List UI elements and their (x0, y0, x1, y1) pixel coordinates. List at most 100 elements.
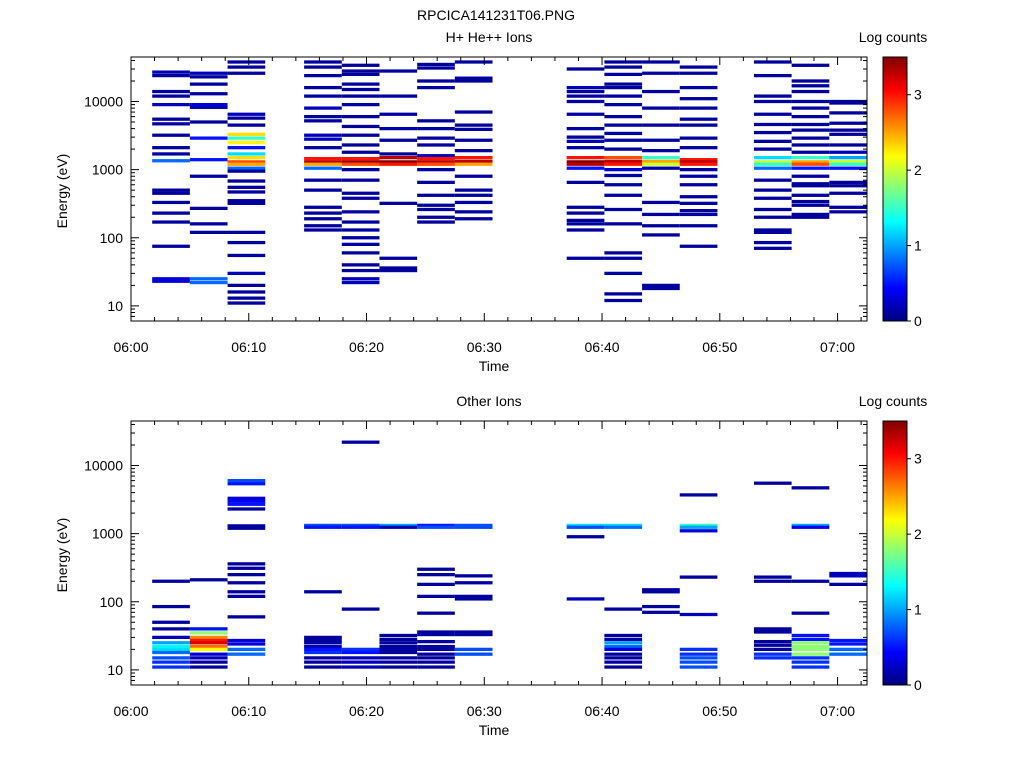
heatmap-cell (753, 246, 792, 250)
heatmap-cell (829, 128, 867, 132)
heatmap-cell (341, 665, 380, 669)
heatmap-cell (152, 220, 190, 224)
heatmap-cell (829, 121, 867, 125)
heatmap-cell (566, 228, 605, 232)
heatmap-cell (341, 143, 380, 147)
heatmap-cell (341, 94, 380, 98)
heatmap-cell (604, 656, 643, 660)
heatmap-cell (417, 656, 455, 660)
heatmap-cell (604, 155, 643, 160)
heatmap-cell (379, 644, 418, 649)
heatmap-cell (791, 647, 830, 652)
heatmap-cell (341, 277, 380, 281)
heatmap-cell (189, 635, 228, 640)
heatmap-cell (304, 178, 342, 182)
heatmap-cell (566, 155, 605, 160)
heatmap-cell (829, 191, 867, 195)
heatmap-cell (791, 106, 830, 110)
heatmap-cell (417, 594, 455, 598)
heatmap-cell (304, 188, 342, 192)
heatmap-cell (753, 188, 792, 192)
heatmap-cell (753, 630, 792, 634)
heatmap-cell (604, 183, 643, 187)
heatmap-cell (566, 222, 605, 226)
heatmap-cell (604, 159, 643, 164)
heatmap-cell (227, 271, 266, 276)
heatmap-cell (679, 167, 718, 172)
heatmap-cell (566, 211, 605, 215)
heatmap-cell (152, 650, 190, 655)
heatmap-cell (566, 112, 605, 116)
heatmap-cell (304, 85, 342, 90)
heatmap-cell (152, 94, 190, 98)
heatmap-cell (753, 122, 792, 127)
heatmap-cell (753, 643, 792, 647)
heatmap-cell (379, 152, 418, 156)
y-tick-label: 1000 (92, 526, 123, 542)
heatmap-cell (227, 132, 266, 136)
heatmap-cell (642, 162, 680, 166)
heatmap-cell (304, 523, 342, 528)
heatmap-cell (566, 205, 605, 209)
heatmap-cell (227, 253, 266, 258)
heatmap-cell (189, 158, 228, 162)
heatmap-cell (791, 633, 830, 638)
heatmap-cell (753, 647, 792, 652)
heatmap-cell (417, 136, 455, 140)
heatmap-cell (152, 211, 190, 215)
heatmap-cell (379, 266, 418, 270)
heatmap-cell (189, 280, 228, 285)
heatmap-cell (791, 637, 830, 642)
y-tick-label: 10000 (84, 94, 123, 110)
heatmap-cell (417, 126, 455, 131)
heatmap-cell (379, 94, 418, 98)
heatmap-cell (642, 286, 680, 291)
heatmap-cell (753, 130, 792, 135)
heatmap-cell (379, 665, 418, 669)
heatmap-cell (152, 641, 190, 645)
heatmap-cell (304, 65, 342, 69)
heatmap-cell (417, 525, 455, 529)
heatmap-cell (341, 69, 380, 73)
heatmap-cell (189, 652, 228, 656)
heatmap-cell (341, 242, 380, 246)
colorbar-tick-label: 0 (914, 677, 922, 693)
heatmap-cell (753, 196, 792, 200)
heatmap-cell (379, 162, 418, 166)
heatmap-cell (152, 152, 190, 156)
heatmap-cell (454, 200, 493, 205)
heatmap-cell (791, 184, 830, 188)
heatmap-cell (227, 296, 266, 300)
heatmap-cell (604, 114, 643, 119)
heatmap-cell (753, 139, 792, 143)
heatmap-cell (566, 99, 605, 104)
heatmap-cell (341, 87, 380, 92)
heatmap-cell (642, 283, 680, 288)
heatmap-cell (753, 99, 792, 104)
x-tick-label: 06:20 (349, 703, 384, 719)
heatmap-cell (753, 579, 792, 583)
heatmap-cell (227, 152, 266, 156)
heatmap-cell (227, 190, 266, 194)
heatmap-cell (829, 111, 867, 115)
heatmap-cell (753, 178, 792, 182)
heatmap-cell (829, 652, 867, 656)
heatmap-cell (566, 146, 605, 150)
heatmap-cell (227, 615, 266, 619)
heatmap-cell (304, 114, 342, 119)
heatmap-cell (604, 72, 643, 77)
heatmap-cell (791, 652, 830, 656)
heatmap-cell (566, 523, 605, 528)
heatmap-cell (152, 146, 190, 150)
heatmap-cell (829, 638, 867, 643)
heatmap-cell (379, 112, 418, 116)
heatmap-cell (417, 630, 455, 634)
colorbar-tick-label: 2 (914, 162, 922, 178)
heatmap-cell (189, 174, 228, 178)
heatmap-cell (227, 140, 266, 145)
heatmap-cell (604, 123, 643, 127)
heatmap-cell (379, 660, 418, 664)
heatmap-cell (753, 652, 792, 656)
heatmap-cell (227, 301, 266, 305)
heatmap-cell (152, 620, 190, 624)
